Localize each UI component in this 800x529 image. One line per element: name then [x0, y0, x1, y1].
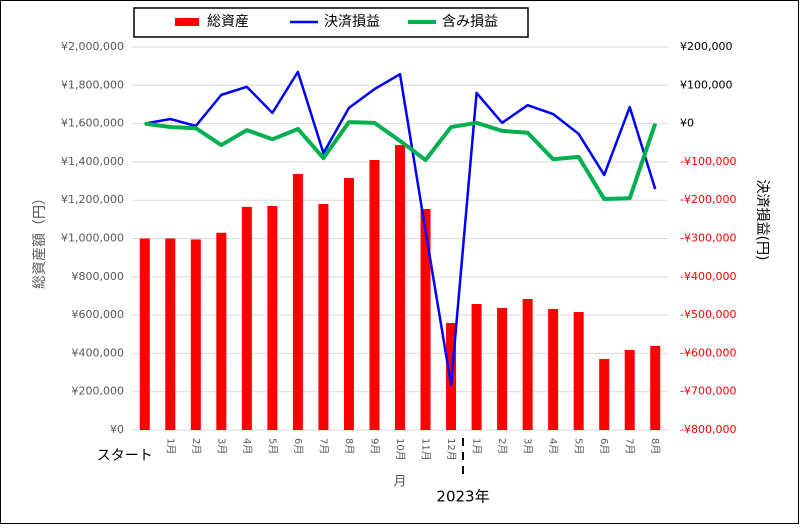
bar [471, 303, 482, 430]
x-tick-label: 3月 [522, 438, 534, 454]
line-series [144, 70, 657, 387]
bar [522, 299, 533, 430]
x-tick-label: 8月 [343, 438, 355, 454]
y2-tick-label: -¥400,000 [680, 270, 736, 283]
legend-swatch [175, 18, 199, 26]
bar [497, 308, 508, 430]
bar [369, 159, 380, 431]
bar [216, 232, 227, 430]
x-axis-title: 月 [393, 475, 406, 490]
bar [420, 209, 431, 430]
y-tick-label: ¥1,200,000 [61, 193, 124, 206]
y2-axis-title: 決済損益(円) [754, 180, 770, 261]
y-tick-label: ¥1,400,000 [61, 155, 124, 168]
year-label: 2023年 [436, 488, 489, 506]
x-tick-label: 5月 [573, 438, 585, 454]
y2-tick-label: -¥500,000 [680, 308, 736, 321]
bar [165, 238, 176, 430]
y2-tick-label: -¥300,000 [680, 232, 736, 245]
bar [624, 349, 635, 430]
y2-tick-label: -¥800,000 [680, 423, 736, 436]
y-tick-label: ¥1,000,000 [61, 232, 124, 245]
bar [241, 206, 252, 430]
y-tick-label: ¥0 [110, 423, 124, 436]
y2-tick-label: ¥100,000 [680, 78, 733, 91]
bar [267, 205, 278, 430]
legend-box [133, 7, 529, 38]
bar [190, 239, 201, 430]
bar [139, 238, 150, 430]
x-tick-label: スタート [97, 448, 153, 464]
y-tick-label: ¥200,000 [72, 385, 125, 398]
bar [573, 312, 584, 430]
x-tick-label: 1月 [471, 438, 483, 454]
x-tick-label: 12月 [445, 438, 457, 461]
x-tick-label: 10月 [394, 438, 406, 461]
x-tick-label: 4月 [241, 438, 253, 454]
x-tick-label: 4月 [547, 438, 559, 454]
bar [343, 177, 354, 430]
y-tick-label: ¥2,000,000 [61, 40, 124, 53]
y-tick-label: ¥800,000 [72, 270, 125, 283]
x-tick-label: 6月 [292, 438, 304, 454]
y-tick-label: ¥1,800,000 [61, 78, 124, 91]
legend-label: 決済損益 [324, 14, 380, 30]
bar [650, 345, 661, 430]
legend-label: 総資産 [207, 14, 249, 30]
x-tick-label: 5月 [266, 438, 278, 454]
bar [318, 204, 329, 430]
line-series [144, 120, 658, 202]
y2-tick-label: ¥200,000 [680, 40, 733, 53]
x-tick-label: 11月 [420, 438, 432, 461]
x-tick-label: 2月 [190, 438, 202, 454]
y2-tick-label: -¥100,000 [680, 155, 736, 168]
y-tick-label: ¥1,600,000 [61, 117, 124, 130]
bar [548, 308, 559, 430]
x-tick-label: 7月 [624, 438, 636, 454]
bar [292, 173, 303, 431]
y2-tick-label: -¥200,000 [680, 193, 736, 206]
y-tick-label: ¥400,000 [72, 346, 125, 359]
y-axis-title: 総資産額（円） [32, 191, 48, 289]
y2-tick-label: ¥0 [680, 117, 694, 130]
x-tick-label: 8月 [649, 438, 661, 454]
x-tick-label: 1月 [164, 438, 176, 454]
y-tick-label: ¥600,000 [72, 308, 125, 321]
x-tick-label: 6月 [598, 438, 610, 454]
bar [599, 358, 610, 430]
x-tick-label: 9月 [368, 438, 380, 454]
x-tick-label: 3月 [215, 438, 227, 454]
bar [395, 145, 405, 430]
y2-tick-label: -¥700,000 [680, 385, 736, 398]
x-tick-label: 2月 [496, 438, 508, 454]
legend-label: 含み損益 [442, 14, 498, 30]
x-tick-label: 7月 [317, 438, 329, 454]
y2-tick-label: -¥600,000 [680, 346, 736, 359]
